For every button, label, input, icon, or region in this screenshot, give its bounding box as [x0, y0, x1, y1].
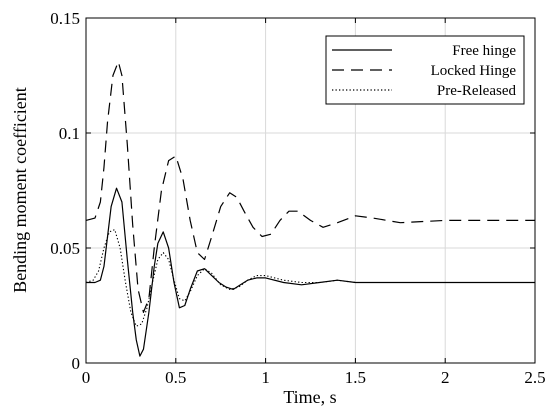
legend: Free hinge Locked Hinge Pre-Released — [325, 35, 525, 105]
ticks: 0 0.5 1 1.5 2 2.5 0 0.05 0.1 0.15 — [50, 9, 545, 387]
series-line-locked-hinge — [85, 61, 535, 313]
legend-entry-label: Free hinge — [452, 43, 516, 59]
series-line-free-hinge — [86, 187, 535, 357]
legend-entry-label: Locked Hinge — [431, 63, 517, 79]
series-layer — [85, 61, 535, 357]
x-tick-label: 0.5 — [165, 368, 186, 387]
legend-entry-label: Pre-Released — [437, 83, 517, 99]
y-tick-label: 0.05 — [50, 239, 80, 258]
series-line-pre-released — [85, 229, 535, 327]
y-tick-label: 0 — [72, 354, 81, 373]
y-tick-label: 0.15 — [50, 9, 80, 28]
x-axis-label: Time, s — [283, 387, 336, 407]
plot-area-frame — [85, 17, 536, 364]
y-tick-label: 0.1 — [59, 124, 80, 143]
y-axis-label: Bending moment coefficient — [10, 87, 30, 293]
x-tick-label: 2 — [441, 368, 450, 387]
x-tick-label: 1.5 — [345, 368, 366, 387]
x-tick-label: 0 — [82, 368, 91, 387]
x-tick-label: 1 — [261, 368, 270, 387]
x-tick-label: 2.5 — [524, 368, 545, 387]
